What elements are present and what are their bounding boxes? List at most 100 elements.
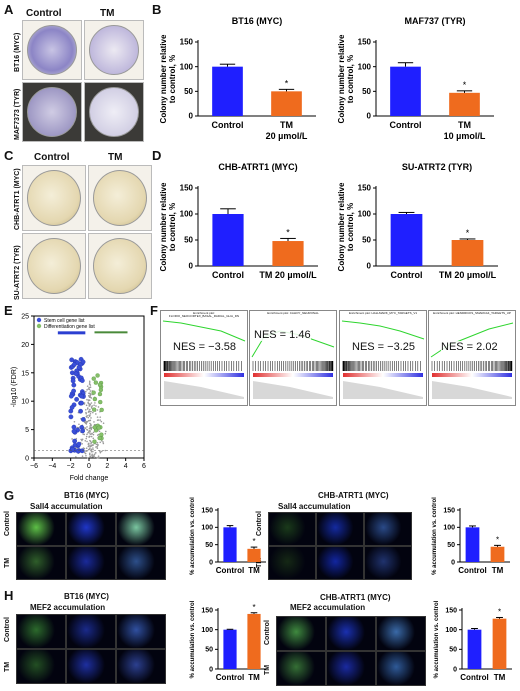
stem-cell-gene-point — [71, 428, 77, 434]
gene-point — [93, 404, 95, 406]
gene-point — [89, 390, 92, 392]
category-label: Control — [212, 120, 244, 130]
gene-point — [86, 440, 88, 443]
fluorescence-micrograph — [66, 614, 116, 649]
gene-point — [95, 413, 97, 415]
stem-cell-gene-point — [79, 378, 85, 383]
y-tick-label: 0 — [451, 559, 455, 566]
fluorescence-micrograph — [66, 512, 116, 546]
colony-dish-maf-tm — [84, 82, 144, 142]
gene-point — [85, 435, 88, 438]
gene-point — [100, 450, 103, 453]
gene-point — [81, 439, 83, 442]
gene-point — [99, 419, 101, 421]
gene-point — [88, 380, 91, 383]
bar-tm — [492, 618, 507, 669]
colony-dish-su-control — [22, 233, 86, 299]
gene-point — [90, 448, 93, 451]
gene-point — [86, 433, 88, 436]
panel-g-left-sub: Sall4 accumulation — [30, 502, 103, 511]
panel-g-row-tm-left: TM — [4, 557, 11, 568]
fluorescence-micrograph — [66, 546, 116, 580]
panel-c-col-tm: TM — [108, 152, 123, 163]
category-label: Control — [216, 673, 244, 682]
gsea-plot-1: Enrichment plot: FLORIO_NEOCORTEX_BASAL_… — [160, 310, 248, 406]
y-tick-label: 100 — [201, 525, 213, 532]
panel-h-left-sub: MEF2 accumulation — [30, 603, 106, 612]
y-tick-label: 50 — [447, 542, 455, 549]
significance-star: * — [463, 80, 467, 90]
ranked-list-bar — [432, 373, 512, 377]
gene-point — [71, 438, 73, 440]
gene-point — [86, 426, 88, 428]
category-label: 10 µmol/L — [444, 131, 486, 141]
legend-diff-marker — [36, 323, 42, 329]
gene-point — [86, 407, 89, 409]
bar-control — [467, 629, 482, 669]
gene-point — [89, 439, 91, 442]
bar-tm — [247, 548, 261, 562]
significance-star: * — [496, 535, 499, 544]
gsea-title: Enrichment plot: CAHOY_NEURONAL — [267, 311, 319, 315]
stem-cell-gene-point — [79, 400, 84, 406]
gene-point — [97, 406, 100, 408]
gene-point — [81, 442, 83, 445]
panel-label-e: E — [4, 303, 13, 318]
gene-point — [92, 437, 95, 440]
y-axis-label: % accumulation vs. control — [432, 497, 438, 575]
gene-point — [80, 438, 82, 441]
gene-point — [89, 395, 91, 398]
chart-title: MAF737 (TYR) — [404, 16, 465, 26]
gene-point — [98, 430, 101, 433]
gene-point — [88, 399, 90, 401]
x-tick-label: 0 — [87, 463, 91, 470]
panel-label-c: C — [4, 148, 14, 163]
fluorescence-micrograph — [116, 546, 166, 580]
nes-value: NES = −3.58 — [173, 341, 236, 353]
gene-point — [95, 446, 97, 448]
category-label: Control — [460, 673, 488, 682]
gene-point — [93, 421, 95, 423]
gene-point — [89, 447, 91, 450]
differentiation-gene-point — [97, 391, 103, 397]
gene-point — [89, 394, 92, 397]
y-axis-label: % accumulation vs. control — [190, 497, 196, 575]
differentiation-gene-point — [99, 407, 104, 413]
significance-star: * — [252, 603, 255, 612]
gene-point — [90, 450, 93, 453]
differentiation-gene-point — [98, 399, 103, 405]
y-axis-label: Colony number relativeto control, % — [337, 34, 355, 123]
panel-label-d: D — [152, 148, 162, 163]
gene-point — [90, 397, 93, 399]
category-label: 20 µmol/L — [266, 131, 308, 141]
y-tick-label: 0 — [367, 262, 372, 271]
category-label: TM — [494, 673, 506, 682]
gene-point — [84, 450, 87, 452]
bar-tm — [490, 546, 505, 562]
gene-point — [89, 384, 92, 386]
stem-cell-gene-point — [80, 359, 86, 365]
gene-point — [87, 445, 90, 448]
gene-point — [89, 422, 91, 425]
fluorescence-micrograph — [66, 649, 116, 684]
panel-a-col-control: Control — [26, 8, 62, 19]
ranked-list-bar — [253, 373, 333, 377]
gene-point — [84, 439, 87, 442]
category-label: TM — [248, 673, 260, 682]
colony-dish-su-tm — [88, 233, 152, 299]
gene-point — [88, 404, 91, 406]
gene-point — [92, 448, 94, 451]
gsea-title: Enrichment plot: HALLMARK_MYC_TARGETS_V1 — [349, 311, 417, 315]
panel-label-g: G — [4, 488, 15, 503]
gene-point — [93, 453, 96, 456]
category-label: Control — [458, 566, 486, 575]
stem-cell-gene-point — [78, 408, 83, 414]
x-axis-label: Fold change — [70, 475, 109, 482]
y-tick-label: 150 — [358, 38, 372, 47]
bar-control — [212, 214, 244, 266]
panel-c-col-control: Control — [34, 152, 70, 163]
differentiation-gene-point — [98, 387, 103, 393]
